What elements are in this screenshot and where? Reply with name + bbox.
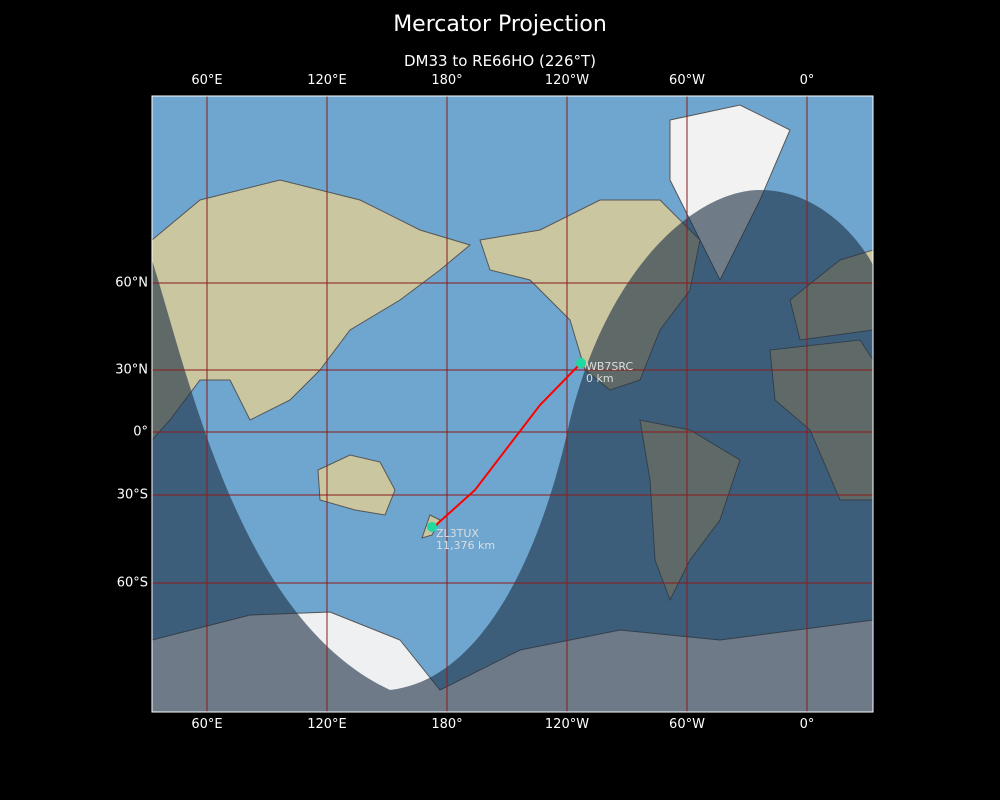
lat-tick-label: 60°N bbox=[115, 275, 148, 291]
lat-tick-label: 30°S bbox=[116, 487, 148, 503]
lat-tick-label: 30°N bbox=[115, 362, 148, 378]
lon-tick-label: 60°E bbox=[191, 717, 223, 732]
station-distance: 11,376 km bbox=[436, 539, 496, 552]
figure-title: Mercator Projection bbox=[393, 12, 607, 37]
station-label-zl3tux: ZL3TUX 11,376 km bbox=[436, 528, 495, 552]
lat-tick-label: 60°S bbox=[116, 575, 148, 591]
lat-tick-label: 0° bbox=[133, 424, 148, 440]
station-label-wb7src: WB7SRC 0 km bbox=[586, 361, 633, 385]
station-call: WB7SRC bbox=[586, 360, 634, 373]
lon-tick-label: 120°W bbox=[544, 73, 590, 88]
australia bbox=[317, 454, 396, 516]
lon-tick-label: 120°E bbox=[307, 717, 347, 732]
map-frame bbox=[151, 95, 874, 713]
graticule bbox=[152, 96, 873, 712]
station-call: ZL3TUX bbox=[436, 527, 479, 540]
station-marker-wb7src[interactable] bbox=[576, 358, 586, 368]
station-marker-zl3tux[interactable] bbox=[427, 522, 437, 532]
lon-tick-label: 180° bbox=[431, 717, 463, 732]
night-shading bbox=[152, 190, 873, 712]
lon-tick-label: 60°E bbox=[191, 73, 223, 88]
great-circle-path bbox=[435, 362, 582, 526]
lon-tick-label: 0° bbox=[799, 73, 815, 88]
lon-tick-label: 180° bbox=[431, 73, 463, 88]
lon-tick-label: 120°E bbox=[307, 73, 347, 88]
lon-tick-label: 60°W bbox=[669, 717, 705, 732]
lon-tick-label: 0° bbox=[799, 717, 815, 732]
lon-tick-label: 120°W bbox=[544, 717, 590, 732]
map-subtitle: DM33 to RE66HO (226°T) bbox=[403, 52, 596, 70]
lon-tick-label: 60°W bbox=[669, 73, 705, 88]
station-distance: 0 km bbox=[586, 372, 614, 385]
